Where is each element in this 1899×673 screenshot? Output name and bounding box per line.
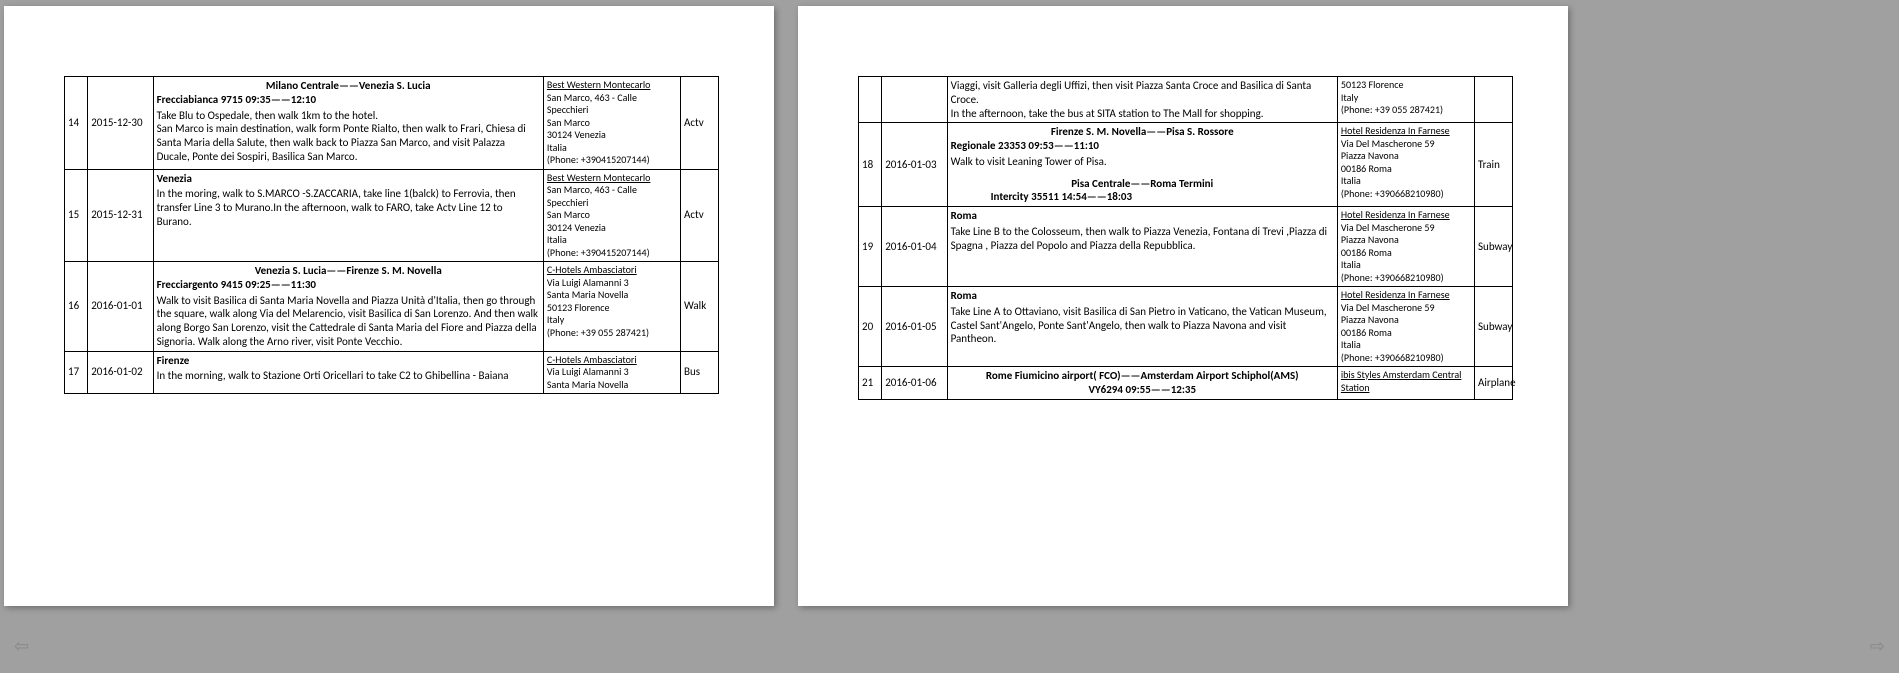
row-hotel: Hotel Residenza In Farnese Via Del Masch…: [1337, 207, 1474, 287]
row-number: 17: [65, 351, 88, 394]
row-description: VeneziaIn the moring, walk to S.MARCO -S…: [153, 169, 543, 262]
prev-page-arrow-icon[interactable]: ⇦: [14, 635, 29, 657]
row-hotel: C-Hotels Ambasciatori Via Luigi Alamanni…: [543, 351, 680, 394]
row-date: [882, 77, 947, 123]
table-row: 182016-01-03Firenze S. M. Novella——Pisa …: [859, 123, 1513, 207]
row-transport-mode: Walk: [681, 262, 719, 352]
row-transport-mode: [1475, 77, 1513, 123]
row-transport-mode: Actv: [681, 169, 719, 262]
row-number: 21: [859, 367, 882, 400]
row-hotel: 50123 FlorenceItaly(Phone: +39 055 28742…: [1337, 77, 1474, 123]
row-description: RomaTake Line B to the Colosseum, then w…: [947, 207, 1337, 287]
row-date: 2016-01-01: [88, 262, 153, 352]
table-row: 212016-01-06Rome Fiumicino airport( FCO)…: [859, 367, 1513, 400]
row-transport-mode: Airplane: [1475, 367, 1513, 400]
next-page-arrow-icon[interactable]: ⇨: [1870, 635, 1885, 657]
row-transport-mode: Actv: [681, 77, 719, 170]
row-transport-mode: Subway: [1475, 207, 1513, 287]
row-hotel: ibis Styles Amsterdam Central Station: [1337, 367, 1474, 400]
page-left: 142015-12-30Milano Centrale——Venezia S. …: [4, 6, 774, 606]
table-row: 162016-01-01Venezia S. Lucia——Firenze S.…: [65, 262, 719, 352]
table-row: Viaggi, visit Galleria degli Uffizi, the…: [859, 77, 1513, 123]
table-row: 202016-01-05RomaTake Line A to Ottaviano…: [859, 287, 1513, 367]
row-date: 2015-12-31: [88, 169, 153, 262]
row-description: Viaggi, visit Galleria degli Uffizi, the…: [947, 77, 1337, 123]
row-date: 2016-01-06: [882, 367, 947, 400]
row-hotel: Best Western MontecarloSan Marco, 463 - …: [543, 77, 680, 170]
row-number: 19: [859, 207, 882, 287]
row-number: [859, 77, 882, 123]
row-description: Milano Centrale——Venezia S. LuciaFreccia…: [153, 77, 543, 170]
row-date: 2016-01-05: [882, 287, 947, 367]
row-transport-mode: Bus: [681, 351, 719, 394]
row-number: 14: [65, 77, 88, 170]
row-transport-mode: Train: [1475, 123, 1513, 207]
row-number: 15: [65, 169, 88, 262]
row-number: 20: [859, 287, 882, 367]
row-hotel: Hotel Residenza In Farnese Via Del Masch…: [1337, 123, 1474, 207]
row-description: FirenzeIn the morning, walk to Stazione …: [153, 351, 543, 394]
row-date: 2016-01-03: [882, 123, 947, 207]
row-description: Firenze S. M. Novella——Pisa S. RossoreRe…: [947, 123, 1337, 207]
row-date: 2016-01-02: [88, 351, 153, 394]
itinerary-table: 142015-12-30Milano Centrale——Venezia S. …: [64, 76, 719, 394]
row-date: 2016-01-04: [882, 207, 947, 287]
table-row: 172016-01-02FirenzeIn the morning, walk …: [65, 351, 719, 394]
itinerary-table: Viaggi, visit Galleria degli Uffizi, the…: [858, 76, 1513, 400]
row-transport-mode: Subway: [1475, 287, 1513, 367]
row-hotel: Hotel Residenza In Farnese Via Del Masch…: [1337, 287, 1474, 367]
row-number: 18: [859, 123, 882, 207]
row-hotel: C-Hotels Ambasciatori Via Luigi Alamanni…: [543, 262, 680, 352]
row-description: Venezia S. Lucia——Firenze S. M. NovellaF…: [153, 262, 543, 352]
row-description: Rome Fiumicino airport( FCO)——Amsterdam …: [947, 367, 1337, 400]
table-row: 152015-12-31VeneziaIn the moring, walk t…: [65, 169, 719, 262]
table-row: 192016-01-04RomaTake Line B to the Colos…: [859, 207, 1513, 287]
page-right: Viaggi, visit Galleria degli Uffizi, the…: [798, 6, 1568, 606]
table-row: 142015-12-30Milano Centrale——Venezia S. …: [65, 77, 719, 170]
row-date: 2015-12-30: [88, 77, 153, 170]
row-description: RomaTake Line A to Ottaviano, visit Basi…: [947, 287, 1337, 367]
page-gap: [778, 0, 794, 673]
row-hotel: Best Western MontecarloSan Marco, 463 - …: [543, 169, 680, 262]
row-number: 16: [65, 262, 88, 352]
document-workspace: 142015-12-30Milano Centrale——Venezia S. …: [0, 0, 1899, 673]
